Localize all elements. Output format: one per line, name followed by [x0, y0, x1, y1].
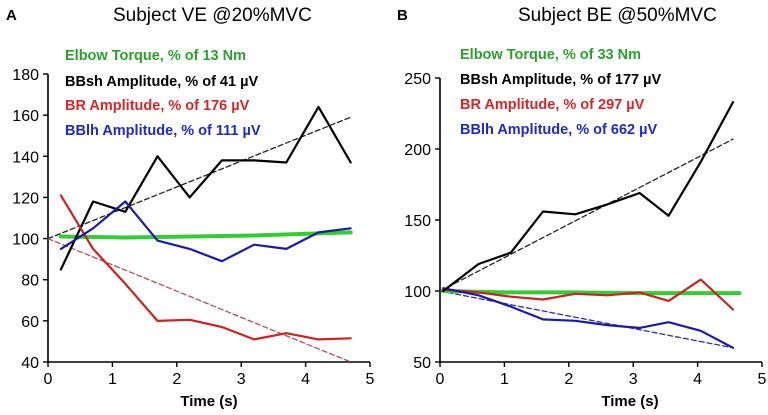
panel-b-plot: 50 100 150 200 250 0 1 2 3 4 5 [404, 71, 766, 388]
panel-a-plot: 40 60 80 100 120 140 160 180 0 1 2 3 4 5 [12, 67, 374, 388]
panel-b-legend-entry: Elbow Torque, % of 33 Nm [460, 47, 641, 63]
panel-a-legend-entry: Elbow Torque, % of 13 Nm [65, 48, 246, 64]
panel-a-x-tick-label: 4 [301, 371, 310, 388]
panel-b-y-tick-label: 150 [404, 213, 431, 230]
panel-b-series-bbsh-amplitude [442, 100, 735, 293]
panel-a-series-bblh-amplitude [59, 200, 352, 263]
panel-a-legend-entry: BBlh Amplitude, % of 111 µV [65, 123, 261, 139]
panel-a-y-tick-label: 60 [21, 314, 39, 331]
panel-a-legend-entry: BR Amplitude, % of 176 µV [65, 98, 250, 114]
panel-b-x-tick-label: 2 [564, 371, 573, 388]
panel-a-y-tick-label: 120 [12, 190, 39, 207]
panel-a-series-bbsh-amplitude [59, 105, 352, 271]
panel-a-x-tick-label: 2 [172, 371, 181, 388]
panel-b-series-bblh-amplitude [442, 287, 735, 349]
panel-b-legend-entry: BBlh Amplitude, % of 662 µV [460, 122, 657, 138]
panel-a-x-tick-label: 5 [366, 371, 375, 388]
panel-b-legend-entry: BBsh Amplitude, % of 177 µV [460, 72, 662, 88]
panel-a-x-tick-label: 3 [237, 371, 246, 388]
panel-a-legend-entry: BBsh Amplitude, % of 41 µV [65, 74, 258, 90]
panel-b-x-tick-label: 0 [436, 371, 445, 388]
panel-a-series-br-amplitude [59, 194, 352, 341]
panel-a-y-tick-label: 40 [21, 355, 39, 372]
panel-b-series-bbsh-trend [439, 138, 734, 292]
panel-a-title: Subject VE @20%MVC [113, 5, 312, 26]
panel-b: B Subject BE @50%MVC 50 100 150 200 250 0 1 2 3 4… [397, 5, 767, 410]
panel-a-y-tick-label: 160 [12, 108, 39, 125]
panel-b-series-br-amplitude [442, 278, 735, 311]
panel-b-y-tick-label: 200 [404, 142, 431, 159]
panel-a-y-tick-label: 100 [12, 232, 39, 249]
panel-b-y-tick-label: 100 [404, 284, 431, 301]
panel-b-title: Subject BE @50%MVC [518, 5, 717, 26]
panel-b-x-tick-label: 4 [693, 371, 702, 388]
panel-a-legend: Elbow Torque, % of 13 Nm BBsh Amplitude,… [65, 48, 261, 139]
panel-b-series-elbow-torque [441, 289, 742, 296]
panel-a-x-tick-label: 1 [108, 371, 117, 388]
panel-a-x-tick-label: 0 [44, 371, 53, 388]
panel-a-y-tick-label: 80 [21, 273, 39, 290]
panel-b-y-tick-label: 250 [404, 71, 431, 88]
panel-a-y-tick-label: 180 [12, 67, 39, 84]
panel-b-legend-entry: BR Amplitude, % of 297 µV [460, 97, 645, 113]
panel-a-x-axis-label: Time (s) [180, 393, 237, 410]
panel-b-series-bblh-trend [439, 290, 734, 349]
panel-a-series-br-trend [47, 237, 352, 363]
panel-a: A Subject VE @20%MVC 4060801001201401601… [6, 5, 375, 410]
panel-a-series-elbow-torque [58, 230, 353, 240]
panel-b-x-tick-label: 3 [629, 371, 638, 388]
panel-b-x-tick-label: 1 [500, 371, 509, 388]
panel-b-x-axis-label: Time (s) [601, 393, 658, 410]
panel-b-x-tick-label: 5 [758, 371, 767, 388]
panel-b-y-tick-label: 50 [413, 355, 431, 372]
panel-a-letter: A [6, 7, 17, 24]
panel-b-letter: B [397, 7, 408, 24]
panel-a-y-tick-label: 140 [12, 149, 39, 166]
panel-b-legend: Elbow Torque, % of 33 Nm BBsh Amplitude,… [460, 47, 662, 138]
